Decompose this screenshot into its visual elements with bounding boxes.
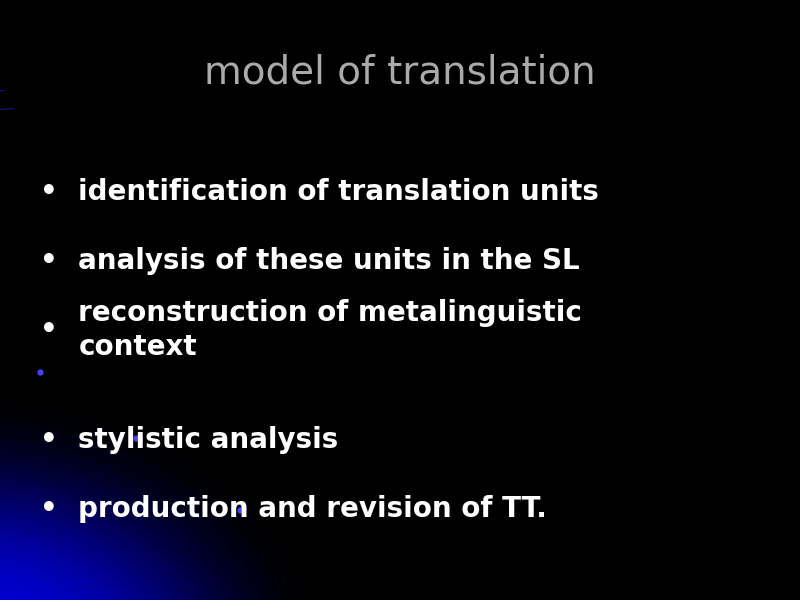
Text: •: • bbox=[40, 427, 58, 454]
Circle shape bbox=[0, 510, 176, 600]
Text: production and revision of TT.: production and revision of TT. bbox=[78, 496, 547, 523]
Text: analysis of these units in the SL: analysis of these units in the SL bbox=[78, 247, 580, 275]
Circle shape bbox=[0, 539, 138, 600]
Text: stylistic analysis: stylistic analysis bbox=[78, 427, 338, 454]
Circle shape bbox=[0, 572, 94, 600]
Circle shape bbox=[0, 527, 154, 600]
Text: •: • bbox=[40, 247, 58, 275]
Text: •: • bbox=[40, 496, 58, 523]
Circle shape bbox=[0, 498, 192, 600]
Circle shape bbox=[0, 518, 165, 600]
Circle shape bbox=[0, 530, 149, 600]
Circle shape bbox=[0, 580, 83, 600]
Circle shape bbox=[0, 588, 72, 600]
Circle shape bbox=[0, 535, 143, 600]
Circle shape bbox=[0, 563, 105, 600]
Text: •: • bbox=[40, 178, 58, 206]
Circle shape bbox=[0, 596, 61, 600]
Circle shape bbox=[0, 494, 198, 600]
Circle shape bbox=[0, 551, 121, 600]
Text: •: • bbox=[40, 316, 58, 344]
Circle shape bbox=[0, 584, 78, 600]
Circle shape bbox=[0, 547, 126, 600]
Circle shape bbox=[0, 506, 182, 600]
Circle shape bbox=[0, 502, 186, 600]
Circle shape bbox=[0, 555, 116, 600]
Circle shape bbox=[0, 543, 132, 600]
Text: reconstruction of metalinguistic
context: reconstruction of metalinguistic context bbox=[78, 299, 582, 361]
Circle shape bbox=[0, 568, 99, 600]
Circle shape bbox=[0, 523, 159, 600]
Text: identification of translation units: identification of translation units bbox=[78, 178, 599, 206]
Circle shape bbox=[0, 576, 88, 600]
Circle shape bbox=[0, 592, 66, 600]
Circle shape bbox=[0, 559, 110, 600]
Circle shape bbox=[0, 490, 203, 600]
Circle shape bbox=[0, 514, 170, 600]
Text: model of translation: model of translation bbox=[204, 53, 596, 91]
